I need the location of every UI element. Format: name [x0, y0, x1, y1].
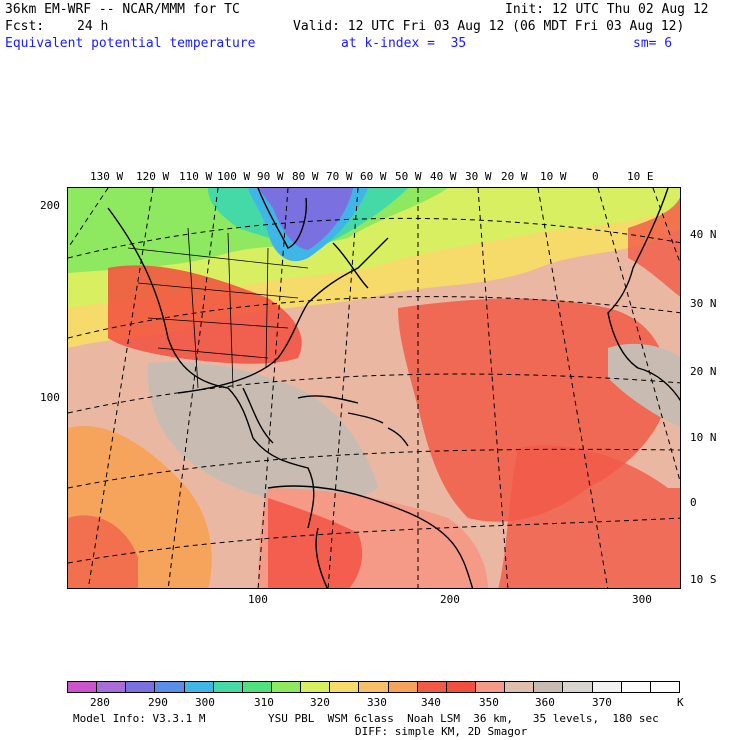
scale-swatch [330, 682, 360, 692]
scale-swatch [301, 682, 331, 692]
lon-label: 100 W [217, 170, 251, 183]
grey-africa [608, 343, 680, 428]
scale-label: 360 [535, 696, 555, 709]
scale-label: 290 [148, 696, 168, 709]
lon-label: 80 W [292, 170, 319, 183]
y-grid-tick: 100 [40, 391, 60, 404]
scale-label: 300 [195, 696, 215, 709]
level-index: at k-index = 35 [341, 36, 467, 51]
political-borders [127, 227, 309, 389]
lat-label: 20 N [690, 365, 717, 378]
scale-swatch [68, 682, 98, 692]
red-south-america [268, 498, 363, 588]
lon-label: 20 W [501, 170, 528, 183]
scale-swatch [475, 682, 506, 692]
forecast-hour: 24 h [77, 19, 109, 34]
scale-swatch [534, 682, 564, 692]
lon-label: 40 W [430, 170, 457, 183]
lon-label: 0 [592, 170, 599, 183]
lon-label: 10 W [540, 170, 567, 183]
lon-label: 50 W [395, 170, 422, 183]
scale-swatch [417, 682, 447, 692]
lon-label: 10 E [627, 170, 654, 183]
lat-label: 40 N [690, 228, 717, 241]
scale-swatch [126, 682, 156, 692]
x-grid-tick: 200 [440, 593, 460, 606]
valid-time: Valid: 12 UTC Fri 03 Aug 12 (06 MDT Fri … [293, 19, 685, 34]
lat-label: 10 N [690, 431, 717, 444]
lon-label: 30 W [465, 170, 492, 183]
field-name: Equivalent potential temperature [5, 36, 256, 51]
coastlines [107, 188, 680, 588]
scale-swatch [621, 682, 651, 692]
scale-swatch [97, 682, 127, 692]
scale-swatch [155, 682, 185, 692]
red-europe [628, 196, 680, 297]
init-time: Init: 12 UTC Thu 02 Aug 12 [505, 2, 709, 17]
lat-label: 0 [690, 496, 697, 509]
lat-label: 30 N [690, 297, 717, 310]
scale-label: 310 [254, 696, 274, 709]
lon-label: 110 W [179, 170, 213, 183]
map-canvas [68, 188, 680, 588]
scale-label: 370 [592, 696, 612, 709]
grey-caribbean [147, 361, 378, 505]
color-scale-bar [67, 681, 680, 693]
y-grid-tick: 200 [40, 199, 60, 212]
scale-label: 340 [421, 696, 441, 709]
scale-swatch [563, 682, 593, 692]
lat-label: 10 S [690, 573, 717, 586]
forecast-label: Fcst: [5, 19, 45, 34]
scale-swatch [242, 682, 272, 692]
x-grid-tick: 300 [632, 593, 652, 606]
scale-label: 320 [310, 696, 330, 709]
lon-label: 70 W [326, 170, 353, 183]
scale-swatch [446, 682, 476, 692]
model-title: 36km EM-WRF -- NCAR/MMM for TC [5, 2, 240, 17]
scale-label: 350 [479, 696, 499, 709]
lon-label: 60 W [360, 170, 387, 183]
scale-swatch [213, 682, 243, 692]
red-pacific [68, 515, 138, 588]
scale-swatch [505, 682, 535, 692]
scale-label: 330 [367, 696, 387, 709]
red-north-america [108, 265, 302, 364]
scale-swatch [592, 682, 622, 692]
scale-unit: K [677, 696, 684, 709]
scale-swatch [359, 682, 389, 692]
x-grid-tick: 100 [248, 593, 268, 606]
scale-swatch [184, 682, 214, 692]
red-southeast [498, 445, 680, 588]
physics-info: YSU PBL WSM 6class Noah LSM 36 km, 35 le… [268, 712, 659, 725]
diffusion-info: DIFF: simple KM, 2D Smagor [355, 725, 528, 738]
lon-label: 130 W [90, 170, 124, 183]
scale-swatch [388, 682, 418, 692]
lon-label: 120 W [136, 170, 170, 183]
lon-label: 90 W [257, 170, 284, 183]
scale-swatch [650, 682, 679, 692]
scale-swatch [271, 682, 302, 692]
model-info: Model Info: V3.3.1 M [73, 712, 206, 725]
scale-label: 280 [90, 696, 110, 709]
theta-e-map [67, 187, 681, 589]
graticule [68, 188, 680, 588]
smoothing-value: sm= 6 [633, 36, 673, 51]
